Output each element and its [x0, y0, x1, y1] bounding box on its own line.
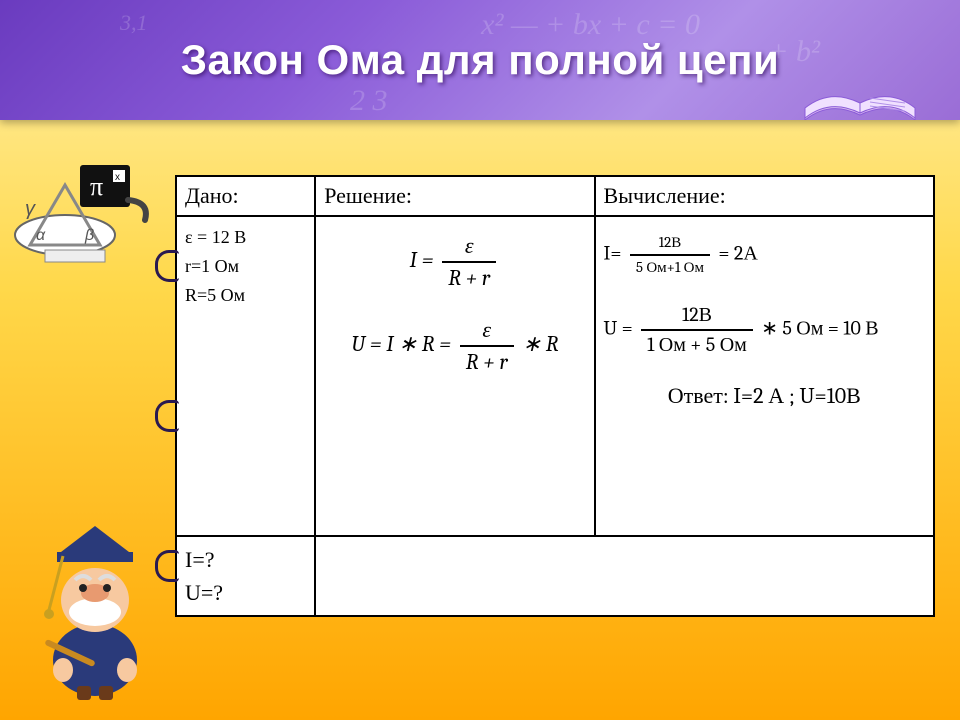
given-line: r=1 Ом: [185, 252, 306, 281]
table-header-row: Дано: Решение: Вычисление:: [176, 176, 934, 216]
calc-voltage: U = 12В 1 Ом + 5 Ом ∗ 5 Ом = 10 В: [604, 303, 925, 357]
given-cell: ε = 12 В r=1 Ом R=5 Ом: [176, 216, 315, 536]
binder-ring-icon: [155, 400, 179, 432]
eq-left: I=: [604, 242, 622, 265]
numerator: ε: [442, 233, 496, 263]
given-line: ε = 12 В: [185, 223, 306, 252]
eq-left: U =: [604, 317, 633, 340]
calculation-cell: I= 12В 5 Ом+1 Ом = 2А U = 12В 1 Ом + 5 О…: [595, 216, 934, 536]
header-solution: Решение:: [315, 176, 594, 216]
numerator: ε: [460, 317, 514, 347]
table-find-row: I=? U=?: [176, 536, 934, 616]
slide-title: Закон Ома для полной цепи: [181, 36, 780, 84]
fraction: 12В 1 Ом + 5 Ом: [641, 303, 753, 357]
svg-text:γ: γ: [25, 198, 36, 220]
problem-table: Дано: Решение: Вычисление: ε = 12 В r=1 …: [175, 175, 935, 617]
eq-left: I =: [410, 247, 434, 273]
find-cell: I=? U=?: [176, 536, 315, 616]
numerator: 12В: [630, 233, 710, 256]
svg-text:x: x: [115, 172, 120, 183]
given-line: R=5 Ом: [185, 281, 306, 310]
denominator: 1 Ом + 5 Ом: [641, 331, 753, 357]
denominator: 5 Ом+1 Ом: [630, 256, 710, 277]
header-deco-text: 3,1: [120, 10, 148, 36]
find-line: U=?: [185, 576, 306, 609]
binder-ring-icon: [155, 550, 179, 582]
professor-icon: [25, 500, 165, 700]
fraction: ε R + r: [442, 233, 496, 291]
svg-text:π: π: [90, 172, 103, 201]
numerator: 12В: [641, 303, 753, 331]
solution-cell: I = ε R + r U = I ∗ R = ε R + r ∗ R: [315, 216, 594, 536]
header-given: Дано:: [176, 176, 315, 216]
formula-current: I = ε R + r: [324, 233, 585, 291]
fraction: 12В 5 Ом+1 Ом: [630, 233, 710, 277]
header-deco-text: 2 3: [350, 84, 388, 118]
header-calc: Вычисление:: [595, 176, 934, 216]
binder-ring-icon: [155, 250, 179, 282]
empty-cell: [315, 536, 934, 616]
eq-right: = 2А: [718, 242, 757, 265]
formula-voltage: U = I ∗ R = ε R + r ∗ R: [324, 317, 585, 375]
svg-text:α: α: [36, 227, 46, 244]
answer-line: Ответ: I=2 А ; U=10В: [604, 383, 925, 409]
denominator: R + r: [460, 347, 514, 375]
fraction: ε R + r: [460, 317, 514, 375]
table-body-row: ε = 12 В r=1 Ом R=5 Ом I = ε R + r U = I…: [176, 216, 934, 536]
eq-left: U = I ∗ R =: [351, 331, 451, 357]
slide-header: 3,1 x² — + bx + c = 0 + b² 2 3 Закон Ома…: [0, 0, 960, 120]
svg-text:β: β: [84, 227, 94, 244]
eq-right: ∗ R: [522, 331, 558, 357]
book-icon: [800, 50, 920, 120]
math-tools-icon: γ α β π x: [10, 140, 160, 290]
eq-right: ∗ 5 Ом = 10 В: [761, 317, 878, 340]
denominator: R + r: [442, 263, 496, 291]
find-line: I=?: [185, 543, 306, 576]
calc-current: I= 12В 5 Ом+1 Ом = 2А: [604, 233, 925, 277]
